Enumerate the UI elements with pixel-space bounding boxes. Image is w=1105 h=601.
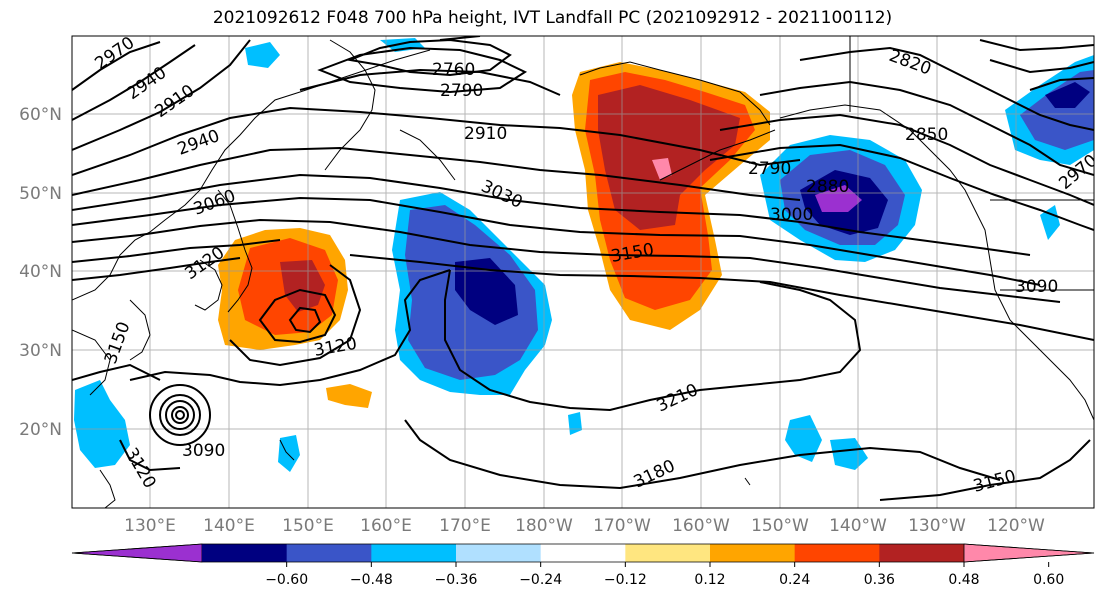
lon-label: 150°W <box>751 516 809 536</box>
colorbar-segment <box>286 544 372 562</box>
lat-label: 20°N <box>19 420 62 440</box>
colorbar-segment <box>456 544 542 562</box>
map-title: 2021092612 F048 700 hPa height, IVT Land… <box>212 8 893 28</box>
colorbar-tick-label: 0.12 <box>694 572 725 588</box>
lon-labels: 130°E 140°E 150°E 160°E 170°E 180°W 170°… <box>124 516 1045 536</box>
colorbar-tick-label: −0.24 <box>519 572 562 588</box>
colorbar-segment <box>625 544 711 562</box>
colorbar-tick-label: 0.24 <box>779 572 810 588</box>
lat-label: 60°N <box>19 105 62 125</box>
lat-labels: 60°N 50°N 40°N 30°N 20°N <box>19 105 62 440</box>
colorbar: −0.60 −0.48 −0.36 −0.24 −0.12 0.12 0.24 0.36 0.4… <box>71 543 1095 588</box>
height-contours <box>72 36 1094 501</box>
colorbar-tick-label: −0.48 <box>350 572 393 588</box>
contour-label: 2880 <box>806 177 849 197</box>
contour-label: 3000 <box>770 205 813 225</box>
colorbar-outline <box>71 543 1095 563</box>
lon-label: 160°W <box>672 516 730 536</box>
colorbar-tick-label: 0.48 <box>948 572 979 588</box>
graticule <box>72 36 1094 508</box>
colorbar-segment <box>879 544 965 562</box>
lon-label: 180°W <box>515 516 573 536</box>
lon-label: 130°E <box>124 516 176 536</box>
contour-label: 3090 <box>182 441 225 461</box>
colorbar-segment <box>710 544 796 562</box>
colorbar-tick-label: −0.60 <box>265 572 308 588</box>
lon-label: 130°W <box>908 516 966 536</box>
colorbar-segment <box>540 544 626 562</box>
lon-label: 140°E <box>203 516 255 536</box>
contour-label: 3090 <box>1015 277 1058 297</box>
colorbar-segment <box>202 544 288 562</box>
contour-label: 2790 <box>440 81 483 101</box>
colorbar-tick-label: 0.36 <box>864 572 895 588</box>
contour-label: 2760 <box>432 60 475 80</box>
lon-label: 160°E <box>360 516 412 536</box>
lon-label: 170°W <box>593 516 651 536</box>
colorbar-tick-label: −0.36 <box>435 572 478 588</box>
colorbar-extend-low <box>71 543 203 563</box>
contour-label: 2790 <box>748 159 791 179</box>
lon-label: 150°E <box>282 516 334 536</box>
lat-label: 40°N <box>19 262 62 282</box>
colorbar-extend-high <box>963 543 1095 563</box>
lon-label: 170°E <box>439 516 491 536</box>
colorbar-segment <box>794 544 880 562</box>
lat-label: 30°N <box>19 341 62 361</box>
colorbar-segment <box>371 544 457 562</box>
lon-label: 120°W <box>987 516 1045 536</box>
map-frame <box>71 35 1095 509</box>
lat-label: 50°N <box>19 184 62 204</box>
lon-label: 140°W <box>829 516 887 536</box>
colorbar-tick-label: 0.60 <box>1033 572 1064 588</box>
contour-label: 2910 <box>464 124 507 144</box>
coastlines <box>72 36 1094 508</box>
contour-label: 2850 <box>905 125 948 145</box>
colorbar-tick-label: −0.12 <box>604 572 647 588</box>
